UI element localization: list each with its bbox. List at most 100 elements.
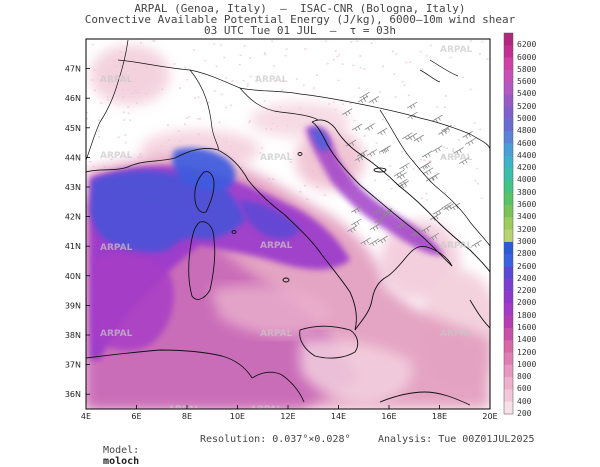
speckle [381,118,384,121]
lat-label: 37N [65,361,81,370]
colorbar-swatch [504,278,513,292]
colorbar-swatch [504,205,513,218]
speckle [421,68,424,71]
wind-barb [432,145,443,153]
speckle [312,87,315,89]
speckle [391,50,394,53]
wind-barb [441,124,452,133]
speckle [166,124,169,126]
speckle [481,40,484,43]
colorbar-swatch [504,69,513,83]
colorbar-swatch [504,192,513,206]
watermark-12: ARPAL [440,329,473,339]
speckle [243,45,246,47]
wind-barb [429,213,441,221]
wind-barb [441,201,452,210]
speckle [246,83,249,85]
watermark-8: ARPAL [260,241,293,251]
speckle [442,155,445,157]
speckle [444,191,447,194]
wind-barb [381,210,393,218]
colorbar-level: 600 [517,384,532,394]
colorbar-swatch [504,291,513,304]
speckle [338,53,341,56]
speckle [192,49,195,51]
speckle [302,84,305,87]
wind-barb [347,225,358,233]
speckle [316,74,319,76]
speckle [123,119,126,121]
colorbar-swatch [504,303,513,316]
speckle [183,66,186,69]
speckle [248,57,251,59]
lon-label: 18E [432,412,447,421]
wind-barb [366,149,378,157]
lat-label: 36N [65,390,81,399]
speckle [425,55,428,57]
speckle [93,89,96,92]
wind-barb [462,131,473,139]
speckle [420,197,423,200]
colorbar-swatch [504,168,513,181]
speckle [248,121,251,124]
speckle [260,147,263,149]
colorbar-level: 4400 [517,150,537,160]
watermark-1: ARPAL [100,75,133,85]
wind-barb [465,138,476,146]
colorbar-level: 3800 [517,187,537,197]
speckle [337,79,340,82]
speckle [370,42,373,44]
speckle [177,130,180,132]
speckle [304,48,307,50]
colorbar-swatch [504,155,513,169]
title-line-1: ARPAL (Genoa, Italy) — ISAC-CNR (Bologna… [134,2,466,15]
colorbar-level: 4800 [517,126,537,136]
colorbar-swatch [504,106,513,120]
speckle [407,94,410,97]
speckle [284,54,287,57]
colorbar-swatch [504,377,513,390]
speckle [86,117,89,120]
speckle [259,152,262,154]
wind-barb [377,235,388,244]
wind-barb [351,218,362,227]
colorbar-swatch [504,241,513,255]
speckle [449,56,452,59]
speckle [110,158,113,161]
lat-label: 40N [65,272,81,281]
speckle [215,65,218,67]
speckle [486,58,489,60]
colorbar-swatch [504,119,513,132]
wind-barb [377,127,388,136]
lat-label: 42N [65,213,81,222]
speckle [412,168,415,170]
wind-barb [432,114,443,123]
colorbar-swatch [504,315,513,329]
speckle [287,152,290,154]
speckle [410,105,413,108]
lat-label: 44N [65,153,81,162]
lon-label: 20E [482,412,497,421]
speckle [403,84,406,87]
speckle [273,80,276,82]
wind-barb [432,207,444,216]
colorbar-level: 4000 [517,175,537,185]
watermark-13: ARPAL [168,405,201,415]
lon-label: 12E [280,412,295,421]
wind-barb [351,123,363,132]
watermark-10: ARPAL [100,329,133,339]
lat-label: 38N [65,331,81,340]
speckle [428,160,431,162]
wind-barb [360,237,371,245]
wind-barb [438,128,449,136]
colorbar-swatch [504,131,513,144]
wind-barb [406,101,418,110]
wind-barb [421,150,433,159]
wind-barb [407,111,418,120]
speckle [218,121,221,124]
speckle [242,79,245,82]
speckle [91,43,94,46]
colorbar-level: 1200 [517,347,537,357]
speckle [394,96,397,98]
footer-resolution: Resolution: 0.037°×0.028° [200,434,351,445]
